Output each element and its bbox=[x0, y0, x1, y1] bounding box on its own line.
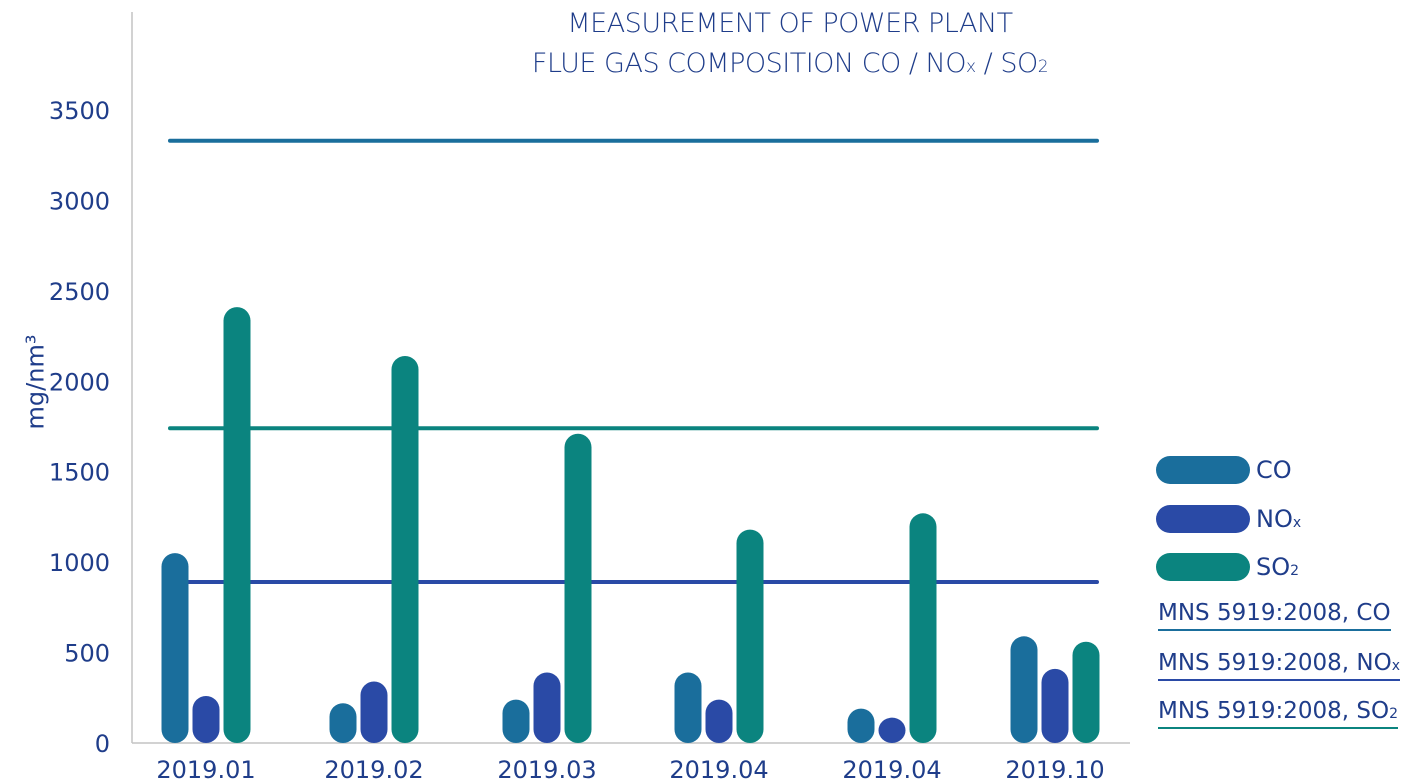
bar-co bbox=[847, 708, 875, 743]
legend-item-so2: SO2 bbox=[1156, 553, 1299, 581]
bar-nox bbox=[878, 717, 906, 743]
y-axis-label: mg/nm³ bbox=[21, 334, 50, 430]
legend-swatch-so2 bbox=[1156, 553, 1250, 581]
bar-so2 bbox=[1072, 641, 1100, 743]
legend-swatch-co bbox=[1156, 456, 1250, 484]
x-tick-label: 2019.03 bbox=[497, 756, 596, 781]
y-tick-label: 500 bbox=[64, 640, 110, 668]
bar-co bbox=[674, 672, 702, 743]
bar-nox bbox=[1041, 668, 1069, 743]
y-tick-label: 1000 bbox=[49, 549, 110, 577]
y-tick-label: 3000 bbox=[49, 187, 110, 215]
y-tick-label: 2500 bbox=[49, 278, 110, 306]
x-tick-label: 2019.02 bbox=[324, 756, 423, 781]
y-tick-label: 1500 bbox=[49, 459, 110, 487]
bar-co bbox=[1010, 636, 1038, 743]
standard-line-co: MNS 5919:2008, CO bbox=[1158, 600, 1391, 631]
bar-so2 bbox=[391, 355, 419, 743]
bar-co bbox=[161, 553, 189, 743]
y-tick-label: 0 bbox=[95, 730, 110, 758]
y-tick-label: 3500 bbox=[49, 97, 110, 125]
legend-label-nox: NOx bbox=[1256, 505, 1302, 533]
legend-item-co: CO bbox=[1156, 456, 1292, 484]
x-tick-label: 2019.10 bbox=[1005, 756, 1104, 781]
y-tick-label: 2000 bbox=[49, 368, 110, 396]
bar-nox bbox=[360, 681, 388, 743]
legend-swatch-nox bbox=[1156, 505, 1250, 533]
bar-so2 bbox=[223, 307, 251, 743]
standard-line-nox: MNS 5919:2008, NOx bbox=[1158, 650, 1401, 681]
bar-co bbox=[329, 703, 357, 743]
standard-line-so2: MNS 5919:2008, SO2 bbox=[1158, 698, 1399, 729]
bar-so2 bbox=[909, 513, 937, 743]
x-tick-label: 2019.04 bbox=[842, 756, 941, 781]
chart-title-line-1: MEASUREMENT OF POWER PLANT bbox=[567, 8, 1013, 39]
chart-title-line-2: FLUE GAS COMPOSITION CO / NOx / SO2 bbox=[531, 48, 1049, 79]
legend-label-co: CO bbox=[1256, 456, 1292, 484]
bar-co bbox=[502, 699, 530, 743]
bar-so2 bbox=[564, 433, 592, 743]
bar-nox bbox=[533, 672, 561, 743]
legend-label-so2: SO2 bbox=[1256, 553, 1300, 581]
bar-so2 bbox=[736, 529, 764, 743]
x-tick-label: 2019.04 bbox=[669, 756, 768, 781]
legend-item-nox: NOx bbox=[1156, 505, 1301, 533]
x-tick-label: 2019.01 bbox=[156, 756, 255, 781]
bar-nox bbox=[705, 699, 733, 743]
bar-nox bbox=[192, 695, 220, 743]
